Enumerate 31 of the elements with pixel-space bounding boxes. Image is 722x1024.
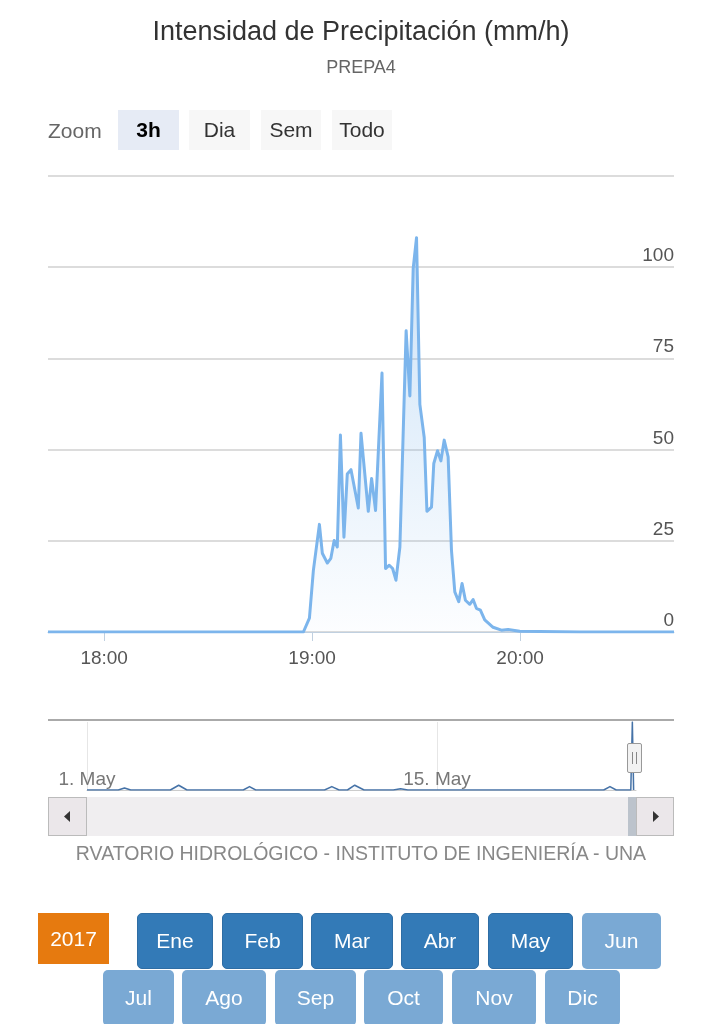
chart-subtitle: PREPA4	[326, 57, 396, 77]
text: RVATORIO HIDROLÓGICO - INSTITUTO DE INGENIERÍA - UNA	[74, 840, 648, 866]
button: Sem	[261, 110, 321, 150]
button: Todo	[332, 110, 392, 150]
y-tick-label: 100	[642, 244, 674, 266]
x-tick-label: 18:00	[80, 647, 128, 668]
x-tick-label: 20:00	[496, 647, 544, 668]
button: 3h	[118, 110, 179, 150]
y-tick-label: 75	[652, 335, 674, 357]
button: Ene	[137, 913, 213, 969]
button: Ago	[182, 970, 266, 1024]
y-tick-label: 0	[663, 609, 674, 630]
button: Oct	[364, 970, 443, 1024]
button: Mar	[311, 913, 393, 969]
y-tick-label: 25	[652, 517, 674, 539]
button: Dic	[545, 970, 620, 1024]
button: Sep	[275, 970, 356, 1024]
button: Abr	[401, 913, 479, 969]
button: May	[488, 913, 573, 969]
x-tick-label: 19:00	[288, 647, 336, 668]
chart-title: Intensidad de Precipitación (mm/h)	[152, 15, 570, 46]
button: Dia	[189, 110, 250, 150]
x-tick-label: 15. May	[403, 768, 472, 789]
y-tick-label: 50	[652, 426, 674, 448]
button: Feb	[222, 913, 303, 969]
x-tick-label: 1. May	[58, 768, 116, 789]
button: Jun	[582, 913, 661, 969]
text: Zoom	[47, 118, 103, 144]
button: 2017	[38, 913, 109, 964]
button: Jul	[103, 970, 174, 1024]
button: Nov	[452, 970, 536, 1024]
